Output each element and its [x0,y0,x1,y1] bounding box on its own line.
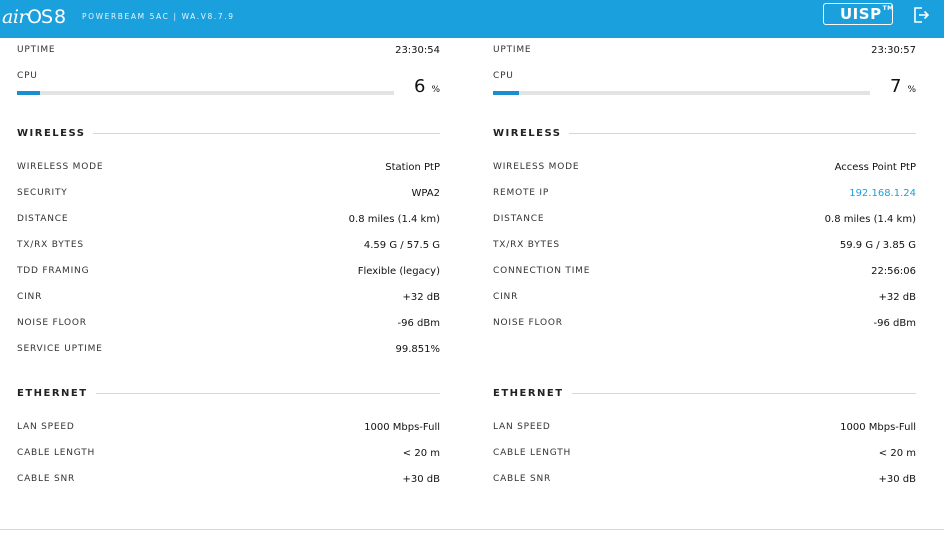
wireless-row: SECURITY WPA2 [17,187,440,199]
cpu-row: CPU [493,69,916,83]
wireless-row: NOISE FLOOR -96 dBm [17,317,440,329]
logout-icon[interactable] [912,6,930,24]
wireless-row: CONNECTION TIME 22:56:06 [493,265,916,277]
footer-divider [0,529,944,530]
wireless-row: DISTANCE 0.8 miles (1.4 km) [17,213,440,225]
wireless-section-header: WIRELESS [17,126,440,140]
top-bar: airOS 8 POWERBEAM 5AC | WA.V8.7.9 UISPTM [0,0,944,38]
wireless-row: CINR +32 dB [17,291,440,303]
cpu-progress-bar [17,91,394,95]
ethernet-row: CABLE SNR +30 dB [493,473,916,485]
uptime-row: UPTIME 23:30:57 [493,43,916,57]
uptime-value: 23:30:57 [871,44,916,56]
wireless-row: WIRELESS MODE Station PtP [17,161,440,173]
device-info: POWERBEAM 5AC | WA.V8.7.9 [82,12,235,21]
wireless-section-header: WIRELESS [493,126,916,140]
uptime-label: UPTIME [17,45,56,55]
cpu-value: 6% [413,76,440,97]
cpu-label: CPU [493,71,514,81]
airos-logo: airOS 8 [2,6,66,28]
uisp-label: UISPTM [840,5,894,23]
ethernet-row: CABLE LENGTH < 20 m [17,447,440,459]
wireless-row: SERVICE UPTIME 99.851% [17,343,440,355]
wireless-row: TDD FRAMING Flexible (legacy) [17,265,440,277]
ethernet-section-header: ETHERNET [493,386,916,400]
wireless-row: CINR +32 dB [493,291,916,303]
uptime-label: UPTIME [493,45,532,55]
cpu-progress-fill [17,91,40,95]
uptime-row: UPTIME 23:30:54 [17,43,440,57]
wireless-row: DISTANCE 0.8 miles (1.4 km) [493,213,916,225]
uptime-value: 23:30:54 [395,44,440,56]
ethernet-row: LAN SPEED 1000 Mbps-Full [493,421,916,433]
uisp-button[interactable]: UISPTM [823,3,893,25]
cpu-progress-fill [493,91,520,95]
wireless-row: REMOTE IP 192.168.1.24 [493,187,916,199]
cpu-row: CPU [17,69,440,83]
remote-ip-link[interactable]: 192.168.1.24 [849,187,916,199]
wireless-row: WIRELESS MODE Access Point PtP [493,161,916,173]
ethernet-row: CABLE LENGTH < 20 m [493,447,916,459]
cpu-progress-bar [493,91,870,95]
ethernet-row: LAN SPEED 1000 Mbps-Full [17,421,440,433]
wireless-row: TX/RX BYTES 59.9 G / 3.85 G [493,239,916,251]
ethernet-row: CABLE SNR +30 dB [17,473,440,485]
ethernet-section-header: ETHERNET [17,386,440,400]
wireless-row: TX/RX BYTES 4.59 G / 57.5 G [17,239,440,251]
wireless-row: NOISE FLOOR -96 dBm [493,317,916,329]
cpu-label: CPU [17,71,38,81]
cpu-value: 7% [889,76,916,97]
